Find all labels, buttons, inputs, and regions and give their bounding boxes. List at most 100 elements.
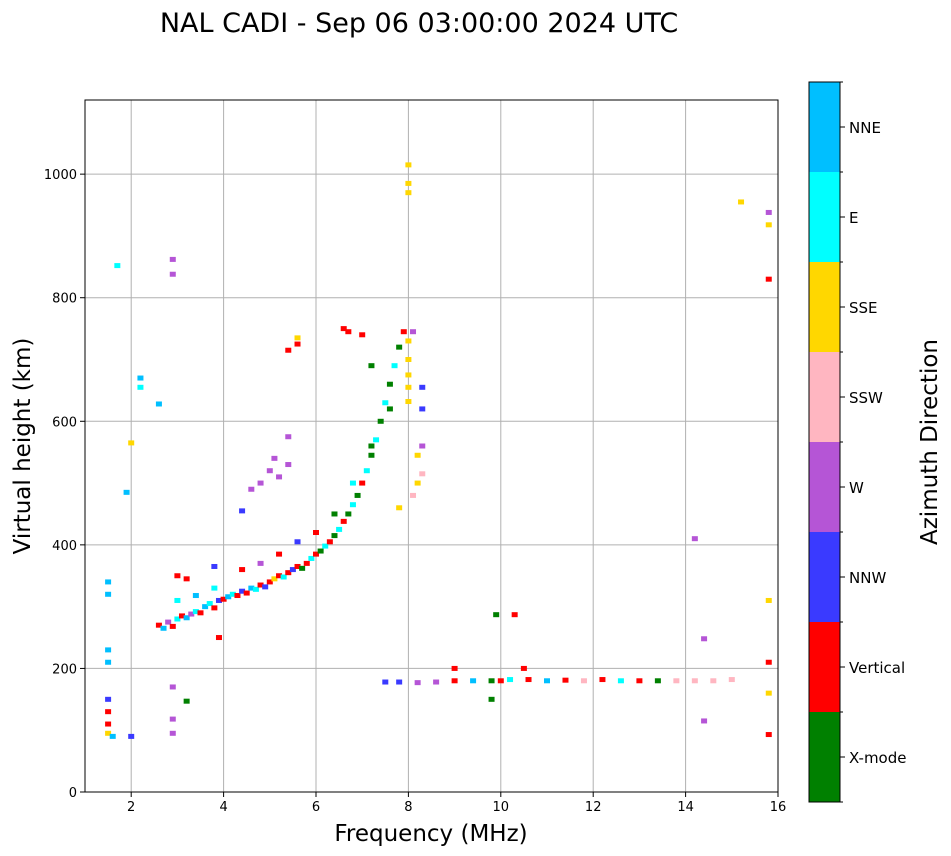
echo-point xyxy=(289,567,296,573)
echo-point xyxy=(169,730,176,736)
echo-point xyxy=(419,384,426,390)
series-group xyxy=(382,665,735,702)
echo-point xyxy=(377,418,384,424)
echo-point xyxy=(239,588,246,594)
echo-point xyxy=(728,677,735,683)
echo-point xyxy=(322,543,329,549)
y-tick-label: 0 xyxy=(69,786,77,801)
echo-point xyxy=(373,437,380,443)
echo-point xyxy=(386,381,393,387)
echo-point xyxy=(368,443,375,449)
echo-point xyxy=(169,684,176,690)
echo-point xyxy=(169,623,176,629)
series-group xyxy=(493,199,772,738)
echo-point xyxy=(183,576,190,582)
echo-point xyxy=(710,678,717,684)
colorbar-tick-label: SSW xyxy=(849,389,883,407)
echo-point xyxy=(257,560,264,566)
echo-point xyxy=(285,347,292,353)
echo-point xyxy=(340,518,347,524)
echo-point xyxy=(183,615,190,621)
echo-point xyxy=(215,635,222,641)
plot-frame xyxy=(84,99,779,793)
x-tick-label: 4 xyxy=(219,800,227,815)
echo-point xyxy=(691,536,698,542)
echo-point xyxy=(155,622,162,628)
echo-point xyxy=(266,468,273,474)
plot-area: 2 4 6 8 10 12 14 16 0 200 400 600 800 1000 xyxy=(44,99,786,815)
x-tick-label: 2 xyxy=(127,800,135,815)
echo-point xyxy=(331,533,338,539)
echo-point xyxy=(349,480,356,486)
echo-point xyxy=(105,696,112,702)
colorbar-tick-label: E xyxy=(849,209,858,227)
echo-point xyxy=(419,443,426,449)
echo-point xyxy=(738,199,745,205)
colorbar-segment xyxy=(809,352,840,442)
echo-point xyxy=(211,585,218,591)
echo-point xyxy=(405,190,412,196)
echo-point xyxy=(271,455,278,461)
x-tick-label: 12 xyxy=(585,800,602,815)
series-group xyxy=(105,256,190,739)
echo-point xyxy=(174,597,181,603)
echo-point xyxy=(105,709,112,715)
echo-point xyxy=(128,440,135,446)
echo-point xyxy=(276,573,283,579)
colorbar-segment xyxy=(809,262,840,352)
echo-point xyxy=(271,576,278,582)
echo-point xyxy=(280,574,287,580)
echo-point xyxy=(511,612,518,618)
x-axis-label: Frequency (MHz) xyxy=(334,821,527,847)
echo-point xyxy=(285,570,292,576)
echo-point xyxy=(211,563,218,569)
echo-point xyxy=(396,505,403,511)
y-axis-label: Virtual height (km) xyxy=(10,338,36,555)
x-tick-label: 8 xyxy=(404,800,412,815)
echo-point xyxy=(410,492,417,498)
echo-point xyxy=(470,678,477,684)
echo-point xyxy=(155,401,162,407)
echo-point xyxy=(349,502,356,508)
x-tick-label: 16 xyxy=(770,800,787,815)
echo-point xyxy=(691,678,698,684)
echo-point xyxy=(169,271,176,277)
colorbar-segment xyxy=(809,622,840,712)
echo-point xyxy=(701,636,708,642)
echo-point xyxy=(765,209,772,215)
echo-point xyxy=(400,329,407,335)
echo-point xyxy=(313,530,319,535)
echo-point xyxy=(765,276,772,282)
plot-background xyxy=(85,100,778,792)
echo-point xyxy=(765,732,772,738)
echo-point xyxy=(114,263,121,269)
echo-point xyxy=(239,508,246,514)
chart-title: NAL CADI - Sep 06 03:00:00 2024 UTC xyxy=(160,8,678,39)
echo-point xyxy=(520,665,527,671)
y-tick-label: 1000 xyxy=(44,168,77,183)
y-axis-ticks: 0 200 400 600 800 1000 xyxy=(44,168,85,801)
echo-point xyxy=(405,372,412,378)
echo-point xyxy=(174,573,181,579)
echo-point xyxy=(239,567,246,573)
echo-point xyxy=(229,591,236,597)
colorbar-segment xyxy=(809,82,840,172)
echo-point xyxy=(225,594,232,600)
echo-point xyxy=(317,548,324,554)
x-tick-label: 10 xyxy=(493,800,510,815)
echo-point xyxy=(345,511,352,517)
echo-point xyxy=(405,180,412,186)
echo-point xyxy=(701,718,708,724)
echo-point xyxy=(105,579,112,585)
x-axis-ticks: 2 4 6 8 10 12 14 16 xyxy=(127,792,786,815)
echo-point xyxy=(183,698,190,704)
echo-point xyxy=(105,730,112,736)
colorbar-tick-label: SSE xyxy=(849,299,878,317)
echo-point xyxy=(405,384,412,390)
echo-point xyxy=(285,462,292,468)
echo-point xyxy=(414,680,421,686)
echo-point xyxy=(414,480,421,486)
echo-point xyxy=(326,539,333,545)
echo-point xyxy=(525,677,532,683)
